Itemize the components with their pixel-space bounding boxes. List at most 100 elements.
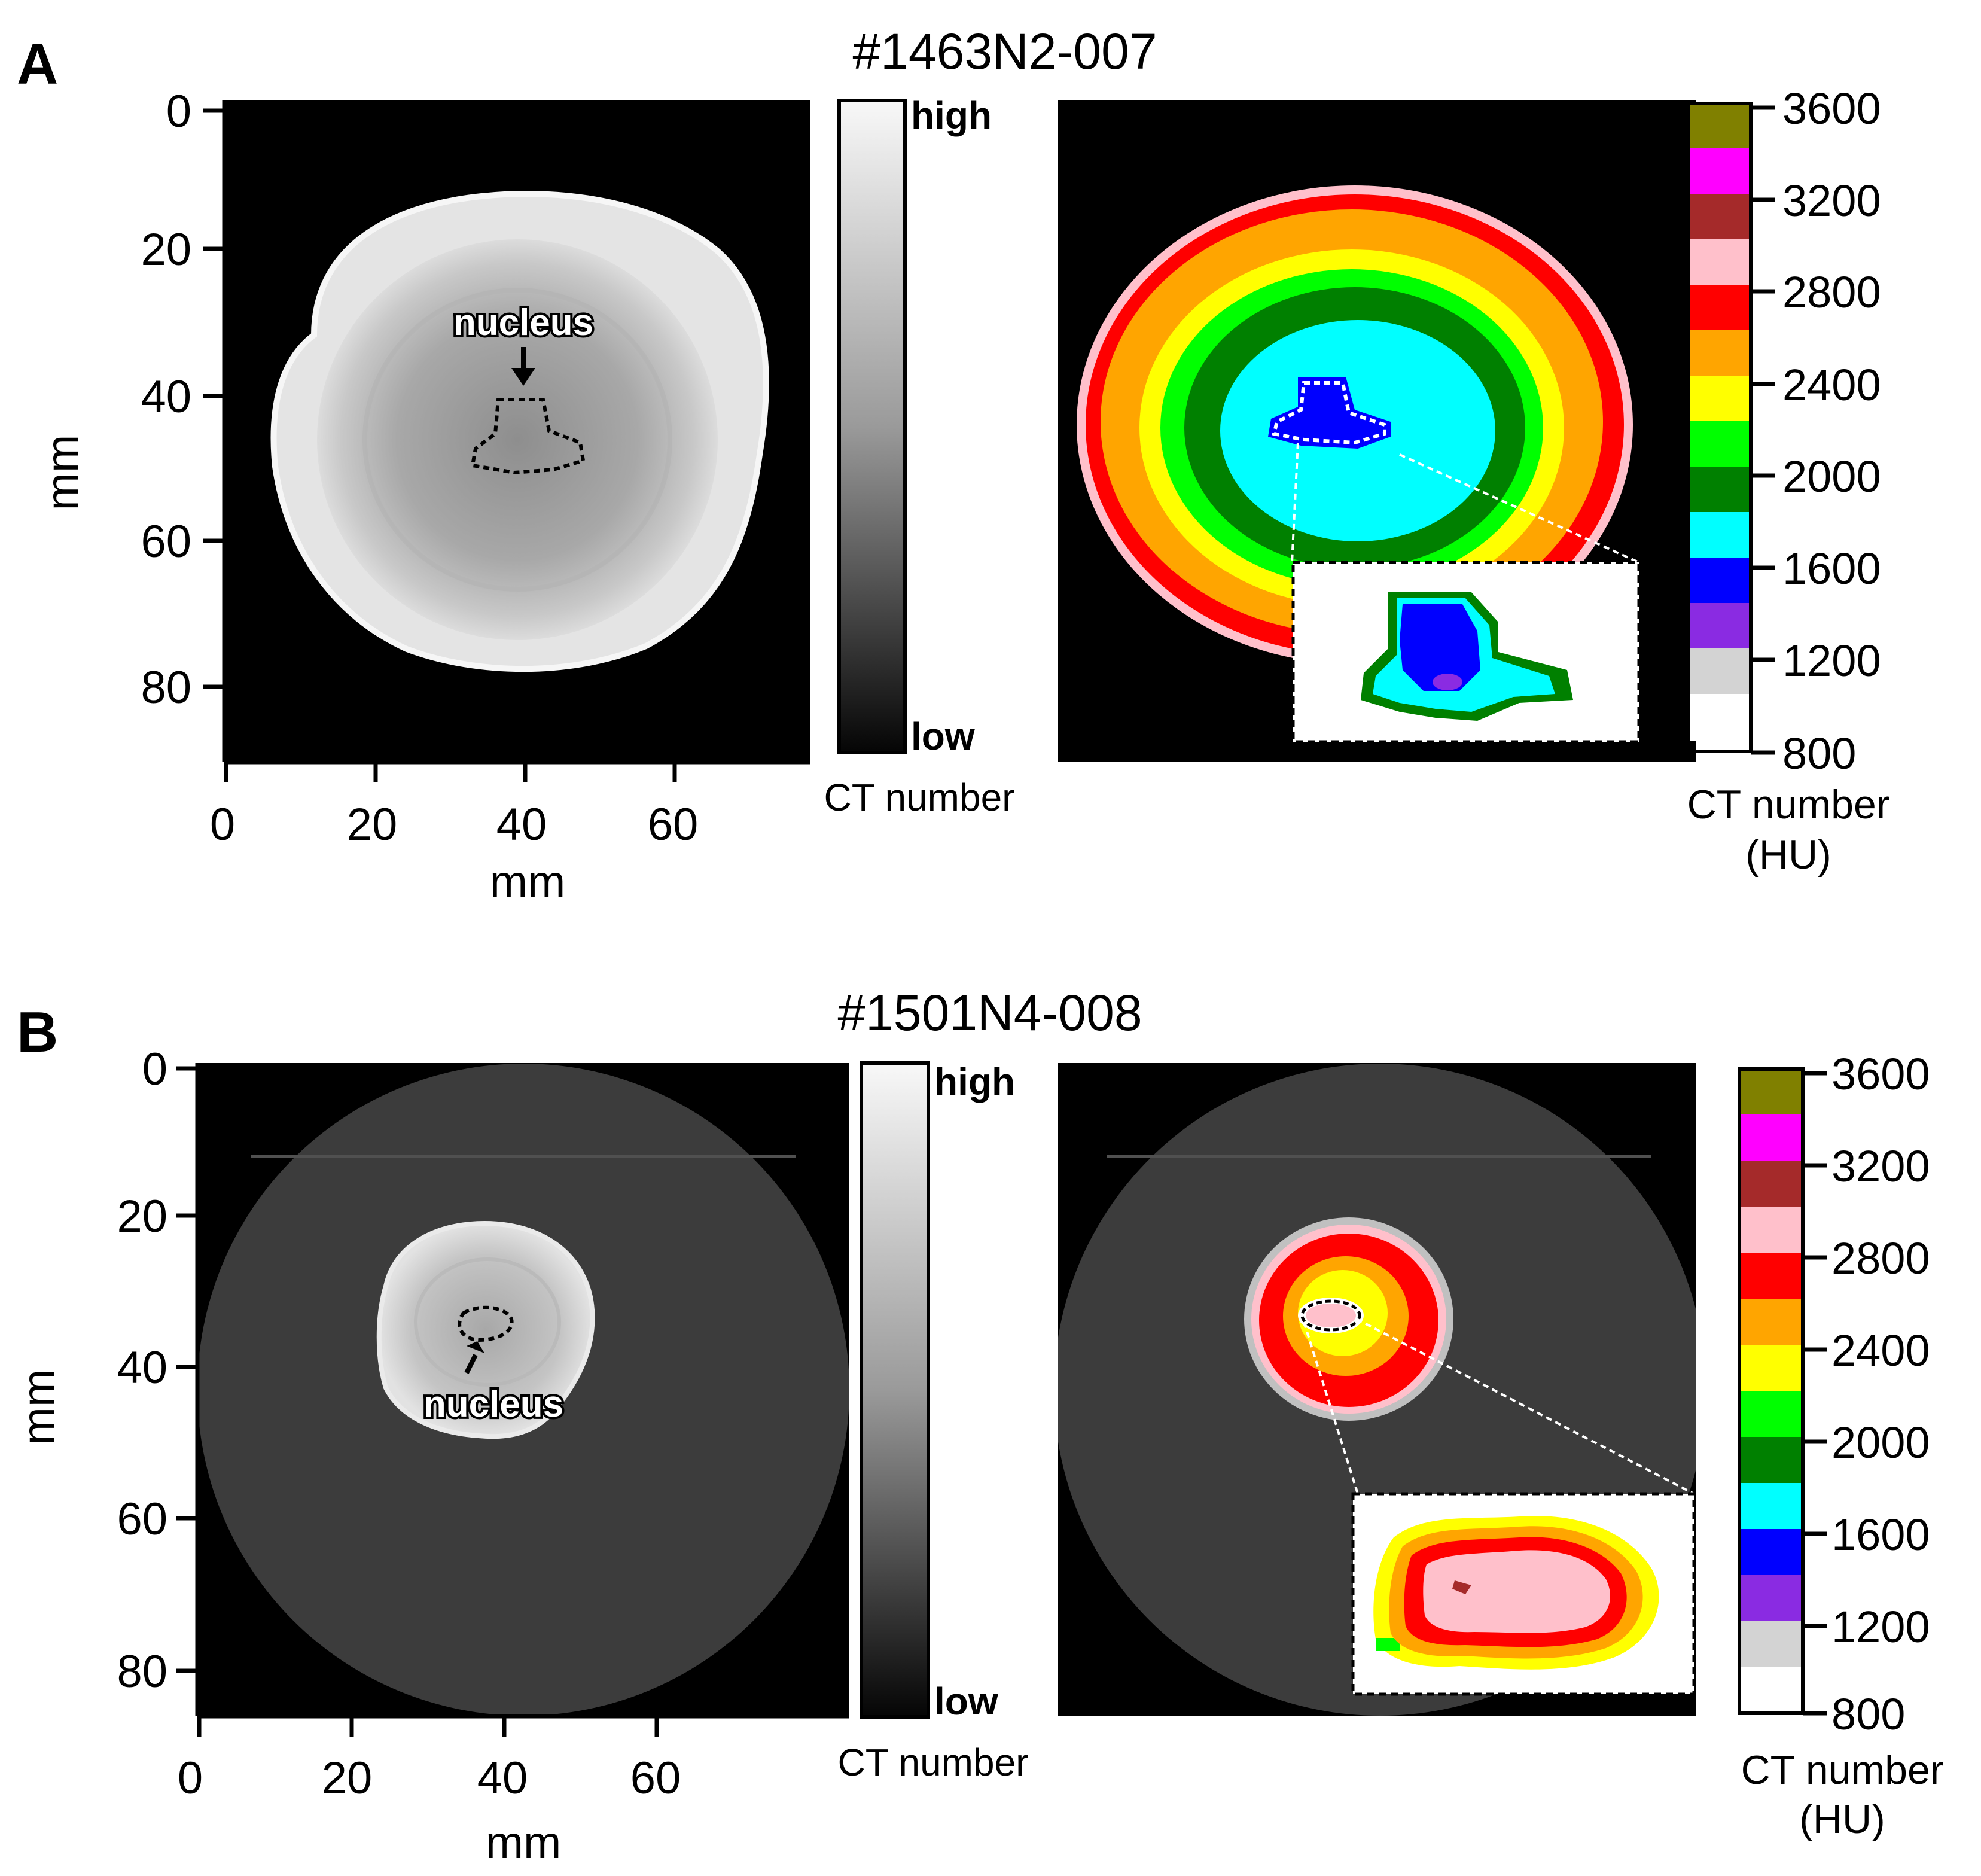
color-bar-segment (1739, 1069, 1803, 1116)
panel-b-x-axis (197, 1714, 849, 1737)
color-bar-segment (1739, 1621, 1803, 1668)
panel-a-y-axis-label: mm (37, 435, 88, 511)
gray-bar-high-label: high (934, 1060, 1015, 1103)
color-bar-caption-unit: (HU) (1745, 832, 1831, 878)
panel-b-letter: B (17, 1000, 58, 1064)
color-bar-segment (1739, 1667, 1803, 1713)
color-bar-tick-label: 800 (1831, 1689, 1905, 1739)
panel-b-x-axis-label: mm (486, 1817, 562, 1868)
y-tick-label: 80 (117, 1646, 167, 1697)
color-bar-segment (1739, 1391, 1803, 1438)
color-bar-segment (1689, 376, 1751, 423)
color-bar-segment (1689, 239, 1751, 287)
panel-a-letter: A (17, 32, 58, 96)
x-tick-label: 20 (347, 799, 398, 850)
color-bar-segment (1689, 512, 1751, 559)
color-bar-segment (1689, 421, 1751, 468)
panel-b-nucleus-arrow (464, 1354, 478, 1374)
color-bar-segment (1689, 330, 1751, 377)
color-bar-tick-label: 1600 (1782, 544, 1881, 593)
panel-b: B #1501N4-008 nucleus 0 20 40 60 80 (13, 985, 1943, 1868)
color-bar-segment (1739, 1575, 1803, 1622)
color-bar-segment (1739, 1114, 1803, 1162)
x-tick-label: 0 (178, 1753, 203, 1804)
gray-bar-high-label: high (911, 94, 992, 137)
color-bar-tick-label: 2800 (1782, 267, 1881, 317)
panel-a-color-bar: 3600 3200 2800 2400 2000 1600 1200 800 C… (1687, 84, 1890, 878)
color-bar-tick-label: 3600 (1782, 84, 1881, 133)
color-bar-tick-label: 1200 (1831, 1602, 1930, 1652)
panel-b-colormap-ct-image (1058, 1063, 1696, 1716)
color-bar-tick-label: 1600 (1831, 1510, 1930, 1560)
color-bar-tick-label: 3200 (1831, 1141, 1930, 1191)
color-bar-segment (1689, 148, 1751, 196)
y-tick-label: 40 (141, 371, 191, 422)
panel-a-colormap-ct-image (1058, 100, 1696, 762)
panel-a-nucleus-outline (470, 398, 586, 475)
color-bar-segment (1689, 603, 1751, 650)
color-bar-segment (1739, 1299, 1803, 1346)
y-tick-label: 60 (141, 516, 191, 567)
x-tick-label: 40 (477, 1753, 528, 1804)
color-bar-segment (1689, 694, 1751, 741)
color-bar-segment (1739, 1437, 1803, 1484)
panel-a-x-axis-label: mm (490, 857, 566, 907)
x-tick-label: 0 (210, 799, 235, 850)
color-bar-segment (1739, 1161, 1803, 1208)
y-tick-label: 0 (142, 1044, 167, 1095)
color-bar-segment (1739, 1345, 1803, 1392)
panel-a-y-axis (203, 100, 227, 762)
color-bar-segment (1689, 648, 1751, 696)
panel-b-y-axis (176, 1063, 200, 1716)
color-bar-tick-label: 3200 (1782, 176, 1881, 226)
gray-bar-low-label: low (911, 715, 975, 758)
color-bar-caption: CT number (1741, 1747, 1944, 1793)
panel-a-inset (1291, 561, 1641, 744)
x-tick-label: 60 (648, 799, 699, 850)
panel-a-grayscale-bar: high low CT number (824, 94, 1015, 819)
color-bar-caption-unit: (HU) (1799, 1796, 1885, 1842)
color-bar-segment (1739, 1529, 1803, 1576)
color-bar-caption: CT number (1687, 782, 1890, 827)
panel-b-nucleus-label: nucleus (423, 1384, 563, 1425)
panel-b-grayscale-bar: high low CT number (838, 1060, 1029, 1784)
color-bar-tick-label: 800 (1782, 729, 1856, 778)
color-bar-tick-label: 2400 (1831, 1326, 1930, 1375)
color-bar-segment (1739, 1207, 1803, 1254)
y-tick-label: 20 (141, 224, 191, 275)
color-bar-segment (1689, 103, 1751, 151)
panel-a-nucleus-label: nucleus (453, 302, 593, 343)
gray-bar-low-label: low (934, 1680, 998, 1723)
panel-a-grayscale-ct-image: nucleus (224, 100, 810, 762)
panel-b-title: #1501N4-008 (837, 985, 1142, 1041)
color-bar-segment (1689, 285, 1751, 332)
color-bar-tick-label: 2800 (1831, 1234, 1930, 1283)
y-tick-label: 20 (117, 1191, 167, 1242)
color-bar-segment (1739, 1483, 1803, 1530)
panel-b-y-axis-label: mm (13, 1369, 64, 1445)
color-bar-tick-label: 2000 (1831, 1418, 1930, 1467)
x-tick-label: 60 (630, 1753, 681, 1804)
y-tick-label: 60 (117, 1494, 167, 1545)
y-tick-label: 0 (166, 86, 191, 137)
color-bar-segment (1689, 194, 1751, 241)
panel-b-inset (1351, 1492, 1696, 1696)
color-bar-tick-label: 1200 (1782, 636, 1881, 686)
panel-b-grayscale-ct-image: nucleus (197, 1063, 849, 1716)
x-tick-label: 40 (496, 799, 547, 850)
gray-bar-caption: CT number (824, 776, 1015, 819)
color-bar-segment (1739, 1253, 1803, 1300)
color-bar-segment (1689, 558, 1751, 605)
color-bar-segment (1689, 467, 1751, 514)
gray-bar-caption: CT number (838, 1741, 1029, 1784)
panel-b-nucleus-outline (458, 1305, 514, 1342)
color-bar-tick-label: 2000 (1782, 452, 1881, 501)
y-tick-label: 40 (117, 1342, 167, 1393)
color-bar-tick-label: 2400 (1782, 360, 1881, 410)
panel-b-color-bar: 3600 3200 2800 2400 2000 1600 1200 800 C… (1738, 1049, 1944, 1842)
color-bar-tick-label: 3600 (1831, 1049, 1930, 1099)
x-tick-label: 20 (322, 1753, 373, 1804)
panel-a: A #1463N2-007 nucleus 0 20 40 60 80 mm (17, 23, 1889, 907)
panel-a-title: #1463N2-007 (852, 23, 1157, 80)
